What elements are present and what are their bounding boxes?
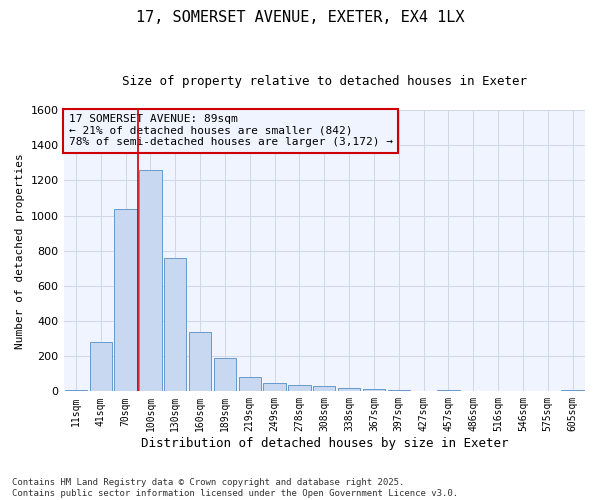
Text: 17 SOMERSET AVENUE: 89sqm
← 21% of detached houses are smaller (842)
78% of semi: 17 SOMERSET AVENUE: 89sqm ← 21% of detac… <box>69 114 393 148</box>
Bar <box>189 332 211 392</box>
Bar <box>214 358 236 392</box>
Bar <box>65 390 87 392</box>
Text: Contains HM Land Registry data © Crown copyright and database right 2025.
Contai: Contains HM Land Registry data © Crown c… <box>12 478 458 498</box>
Bar <box>239 378 261 392</box>
Bar <box>164 258 187 392</box>
Y-axis label: Number of detached properties: Number of detached properties <box>15 153 25 348</box>
Bar <box>437 390 460 392</box>
Bar <box>388 390 410 392</box>
Bar <box>562 390 584 392</box>
Bar <box>313 386 335 392</box>
Bar <box>288 385 311 392</box>
Bar <box>89 342 112 392</box>
Title: Size of property relative to detached houses in Exeter: Size of property relative to detached ho… <box>122 75 527 88</box>
Bar <box>338 388 360 392</box>
Bar <box>139 170 161 392</box>
Bar <box>115 210 137 392</box>
X-axis label: Distribution of detached houses by size in Exeter: Distribution of detached houses by size … <box>140 437 508 450</box>
Bar <box>363 389 385 392</box>
Bar <box>263 382 286 392</box>
Text: 17, SOMERSET AVENUE, EXETER, EX4 1LX: 17, SOMERSET AVENUE, EXETER, EX4 1LX <box>136 10 464 25</box>
